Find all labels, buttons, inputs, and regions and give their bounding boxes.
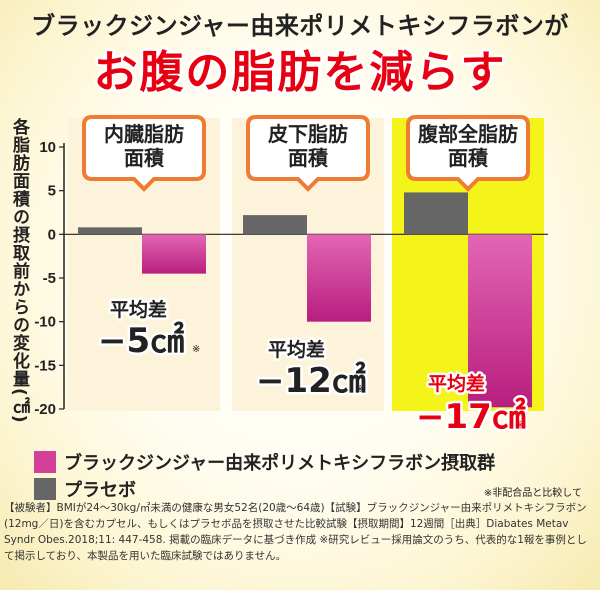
mean-diff-label: 平均差 [428, 372, 485, 395]
legend-item-treatment: ブラックジンジャー由来ポリメトキシフラボン摂取群 [34, 449, 495, 475]
bar-treatment [468, 234, 532, 408]
y-axis-label: 各脂肪面積の摂取前からの変化量(㎠) [9, 118, 29, 424]
category-callout [406, 115, 530, 192]
mean-diff-value: −17㎠ [416, 397, 526, 437]
comparison-note: ※非配合品と比較して [483, 488, 582, 499]
category-label: 面積 [288, 146, 329, 170]
mean-diff-label: 平均差 [110, 298, 167, 321]
bar-placebo [78, 227, 142, 235]
bar-placebo [404, 192, 468, 235]
y-tick-label: -5 [43, 270, 56, 287]
y-tick-label: 0 [48, 226, 56, 243]
mean-diff-label: 平均差 [268, 338, 325, 361]
y-tick-label: 5 [48, 183, 56, 200]
legend-label-placebo: プラセボ [64, 480, 136, 501]
category-callout [82, 115, 206, 192]
headline-line2: お腹の脂肪を減らす [93, 47, 507, 98]
category-callout [246, 115, 370, 192]
y-tick-label: 10 [39, 139, 56, 156]
category-label: 内臓脂肪 [104, 122, 184, 146]
category-label: 皮下脂肪 [268, 122, 348, 146]
fat-change-bar-chart: 1050-5-10-15-20内臓脂肪面積皮下脂肪面積腹部全脂肪面積平均差−5㎠… [34, 115, 548, 437]
mean-diff-value: −12㎠ [256, 361, 366, 401]
bar-treatment [307, 234, 371, 322]
legend-swatch-placebo [34, 478, 56, 500]
legend-item-placebo: プラセボ [34, 476, 136, 502]
category-label: 腹部全脂肪 [418, 122, 518, 146]
category-label: 面積 [448, 146, 489, 170]
mean-diff-value: −5㎠ [98, 321, 184, 361]
study-footnote: 【被験者】BMIが24〜30kg/㎡未満の健康な男女52名(20歳〜64歳)【試… [4, 502, 587, 562]
headline-line1: ブラックジンジャー由来ポリメトキシフラボンが [31, 12, 569, 40]
mean-diff-mark: ※ [516, 420, 524, 431]
legend-swatch-treatment [34, 451, 56, 473]
mean-diff-mark: ※ [356, 384, 364, 395]
y-tick-label: -20 [34, 401, 56, 418]
y-tick-label: -15 [34, 357, 56, 374]
legend-label-treatment: ブラックジンジャー由来ポリメトキシフラボン摂取群 [64, 453, 496, 474]
y-tick-label: -10 [34, 314, 56, 331]
mean-diff-mark: ※ [192, 344, 200, 355]
bar-placebo [243, 215, 307, 235]
bar-treatment [142, 234, 206, 274]
category-label: 面積 [124, 146, 165, 170]
